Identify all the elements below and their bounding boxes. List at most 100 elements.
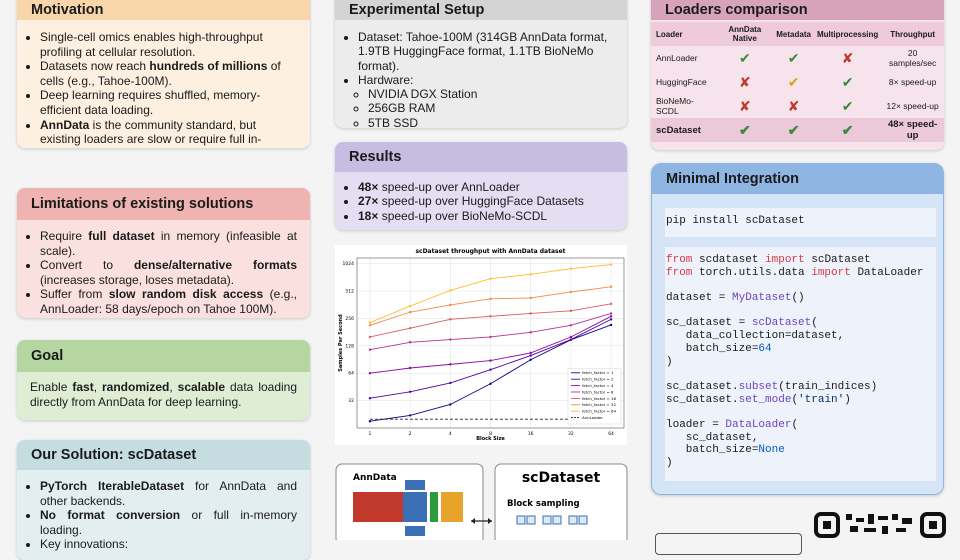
y-tick-label: 32: [348, 398, 354, 404]
paragraph: Enable fast, randomized, scalable data l…: [30, 380, 297, 409]
text-run: Convert to: [40, 258, 134, 273]
column-header: Metadata: [773, 22, 814, 46]
code-line: sc_dataset.subset(train_indices): [666, 381, 935, 394]
status-icon: ✔: [841, 97, 854, 114]
x-tick-label: 32: [568, 431, 574, 437]
code-token: ): [844, 393, 851, 406]
status-icon: ✔: [738, 49, 751, 66]
install-command: pip install scDataset: [665, 208, 936, 237]
bullet-item: PyTorch IterableDataset for AnnData and …: [40, 479, 297, 508]
bullet-item: Hardware:NVIDIA DGX Station256GB RAM5TB …: [358, 73, 614, 128]
text-run: Dataset: Tahoe-100M (314GB AnnData forma…: [358, 30, 608, 73]
legend-label: AnnLoader: [582, 415, 603, 420]
status-icon: ✔: [787, 121, 800, 138]
text-run: Hardware:: [358, 72, 414, 87]
data-point: [408, 326, 412, 330]
panel-title: Results: [335, 142, 627, 172]
table-cell: 48× speed-up: [887, 119, 938, 141]
code-token: (train_indices): [778, 380, 878, 393]
code-line: ): [666, 457, 935, 470]
data-point: [609, 263, 613, 266]
panel-title: Experimental Setup: [335, 0, 627, 20]
legend-label: fetch_factor = 8: [582, 389, 614, 394]
y-tick-label: 256: [345, 316, 354, 322]
text-run: hundreds of millions: [149, 59, 268, 74]
bullet-list: Require full dataset in memory (infeasib…: [30, 229, 297, 317]
comparison-table: Loader AnnData Native Metadata Multiprocess…: [651, 22, 944, 142]
code-line: data_collection=dataset,: [666, 330, 935, 343]
data-point: [609, 318, 613, 321]
bullet-list: PyTorch IterableDataset for AnnData and …: [30, 479, 297, 552]
code-line: batch_size=64: [666, 343, 935, 356]
data-point: [569, 290, 573, 294]
data-point: [569, 338, 573, 341]
data-point: [529, 351, 532, 355]
chart-title: scDataset throughput with AnnData datase…: [415, 248, 565, 255]
code-token: set_mode: [738, 393, 792, 406]
legend-label: fetch_factor = 2: [582, 377, 614, 382]
code-token: sc_dataset,: [666, 431, 759, 444]
data-point: [569, 309, 573, 313]
y-tick-label: 128: [345, 343, 354, 349]
x-tick-label: 64: [608, 431, 614, 437]
limitations-panel: Limitations of existing solutions Requir…: [17, 188, 310, 318]
x-tick-label: 16: [528, 431, 534, 437]
text-run: speed-up over HuggingFace Datasets: [378, 194, 584, 209]
text-run: is the community standard, but existing …: [40, 117, 262, 148]
status-icon: ✘: [738, 97, 751, 114]
data-point: [368, 348, 372, 351]
data-point: [489, 277, 492, 280]
solution-panel: Our Solution: scDataset PyTorch Iterable…: [17, 440, 310, 560]
data-point: [368, 397, 372, 400]
plot-frame: [356, 257, 625, 429]
data-point: [408, 304, 412, 308]
diagram-title: scDataset: [522, 470, 601, 486]
code-token: (: [791, 393, 799, 406]
code-line: sc_dataset,: [666, 432, 935, 445]
table-cell: BioNeMo-SCDL: [656, 96, 694, 116]
results-panel: Results 48× speed-up over AnnLoader27× s…: [335, 142, 627, 230]
bullet-item: 27× speed-up over HuggingFace Datasets: [358, 194, 614, 208]
column-header: Loader: [651, 22, 717, 46]
code-line: [666, 279, 935, 292]
text-run: slow random disk access: [108, 287, 264, 302]
text-run: data loading directly from AnnData for d…: [30, 380, 298, 409]
legend-label: fetch_factor = 1: [582, 370, 614, 375]
text-run: or full in-memory loading.: [40, 508, 297, 537]
code-line: sc_dataset = scDataset(: [666, 317, 935, 330]
bullet-item: Single-cell omics enables high-throughpu…: [40, 30, 297, 59]
x-tick-label: 2: [409, 431, 412, 437]
data-point: [529, 312, 532, 315]
code-token: import: [811, 266, 851, 279]
bullet-item: Deep learning requires shuffled, memory-…: [40, 88, 297, 117]
sub-list: NVIDIA DGX Station256GB RAM5TB SSD: [358, 87, 614, 128]
bullet-item: Dataset: Tahoe-100M (314GB AnnData forma…: [358, 30, 614, 73]
code-token: DataLoader: [725, 418, 792, 431]
code-token: scDataset: [804, 254, 871, 266]
data-point: [609, 302, 613, 306]
bullet-list: 48× speed-up over AnnLoader27× speed-up …: [348, 180, 614, 223]
text-run: 18×: [358, 208, 379, 223]
y-tick-label: 512: [345, 289, 354, 295]
data-point: [368, 420, 372, 423]
data-point: [449, 363, 452, 366]
panel-title: Goal: [17, 340, 310, 372]
panel-title: Loaders comparison: [651, 0, 944, 20]
legend-label: fetch_factor = 16: [582, 396, 616, 401]
code-token: scDataset: [751, 317, 812, 330]
bullet-list: Single-cell omics enables high-throughpu…: [30, 30, 297, 148]
data-point: [408, 414, 412, 417]
code-token: sc_dataset.: [666, 393, 739, 406]
integration-panel: Minimal Integration pip install scDatase…: [651, 163, 944, 495]
legend-label: fetch_factor = 64: [582, 409, 616, 414]
code-token: 'train': [798, 393, 845, 406]
data-point: [609, 312, 613, 315]
data-point: [449, 303, 452, 307]
data-point: [368, 321, 372, 324]
data-point: [449, 403, 452, 406]
text-run: Require: [40, 229, 89, 243]
data-point: [529, 296, 532, 300]
diagram-label: Block sampling: [507, 499, 580, 509]
sub-item: NVIDIA DGX Station: [368, 87, 614, 101]
code-token: None: [758, 444, 785, 457]
